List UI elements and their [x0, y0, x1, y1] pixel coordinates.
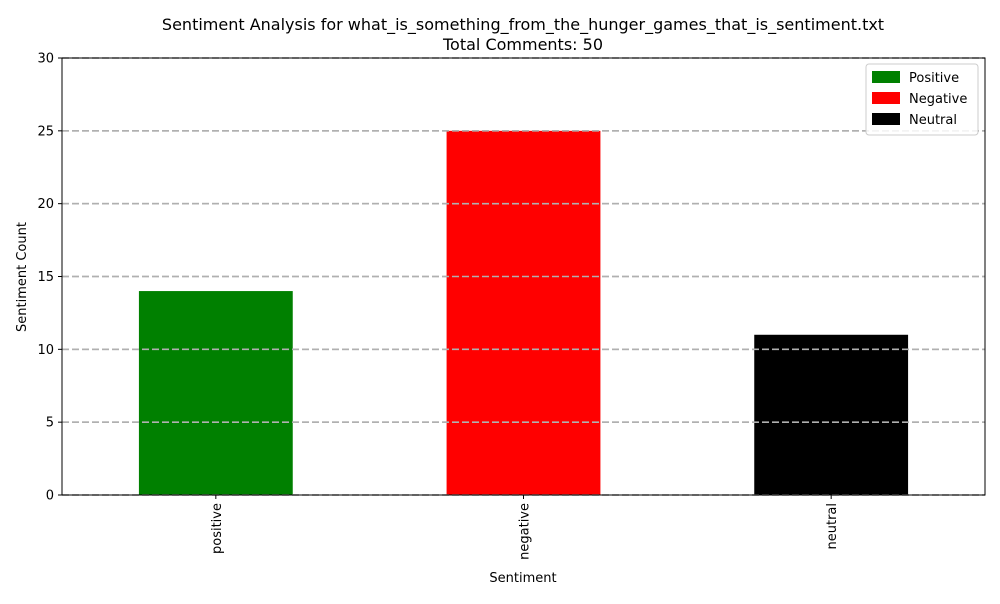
axes: 0 5 10 15 20 25 30 positive negative neutral — [37, 52, 986, 560]
legend-label-positive: Positive — [909, 71, 959, 86]
y-tick-label: 20 — [37, 197, 54, 212]
legend: Positive Negative Neutral — [865, 63, 979, 136]
y-tick-label: 10 — [37, 343, 54, 358]
chart-subtitle: Total Comments: 50 — [442, 35, 603, 54]
y-tick-label: 15 — [37, 270, 54, 285]
chart-title: Sentiment Analysis for what_is_something… — [162, 15, 884, 35]
x-tick-label-positive: positive — [210, 503, 225, 554]
legend-label-neutral: Neutral — [909, 113, 957, 128]
y-tick-label: 5 — [46, 416, 54, 431]
bar-positive — [138, 291, 293, 495]
legend-swatch-negative — [872, 92, 900, 104]
legend-swatch-neutral — [872, 113, 900, 125]
legend-swatch-positive — [872, 71, 900, 83]
x-tick-label-negative: negative — [518, 503, 533, 560]
y-tick-label: 0 — [46, 489, 54, 504]
y-tick-label: 25 — [37, 124, 54, 139]
bars — [62, 57, 985, 496]
x-axis-label: Sentiment — [489, 571, 556, 586]
bar-neutral — [754, 334, 909, 495]
legend-label-negative: Negative — [909, 92, 967, 107]
bar-negative — [446, 130, 601, 496]
y-axis-label: Sentiment Count — [15, 222, 30, 332]
y-tick-label: 30 — [37, 52, 54, 67]
x-tick-label-neutral: neutral — [825, 503, 840, 550]
